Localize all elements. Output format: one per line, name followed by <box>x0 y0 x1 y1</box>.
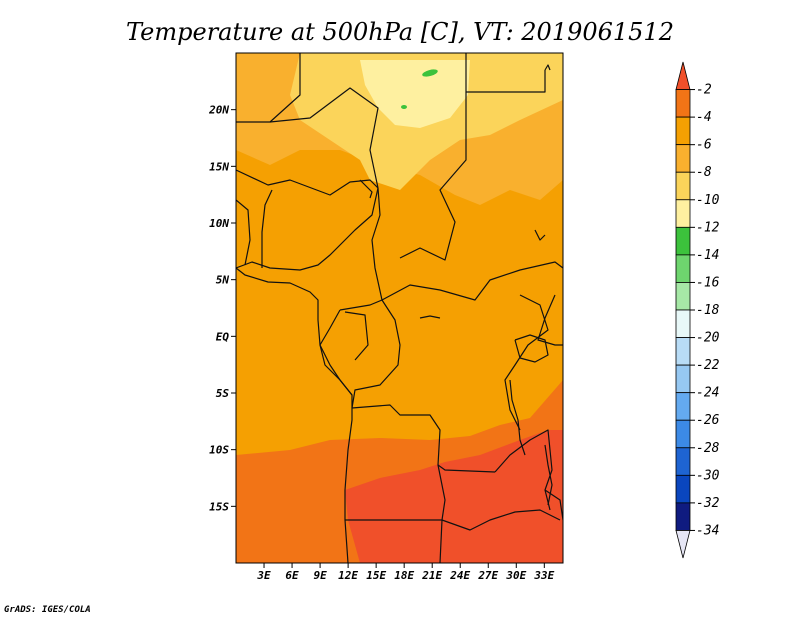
credit-label: GrADS: IGES/COLA <box>4 605 91 615</box>
border-niger-nigeria <box>236 169 379 196</box>
lake-small-2 <box>534 229 546 241</box>
colorbar-label: -18 <box>696 303 720 318</box>
colorbar-swatch <box>675 474 691 504</box>
x-tick-label: 18E <box>394 569 414 582</box>
x-tick-label: 30E <box>505 569 526 582</box>
y-axis: 20N 15N 10N 5N EQ 5S 10S 15S <box>208 104 236 513</box>
colorbar-swatch <box>675 171 691 201</box>
chart-title: Temperature at 500hPa [C], VT: 201906151… <box>126 18 674 46</box>
y-tick-label: EQ <box>216 330 230 343</box>
lake-small-1 <box>419 315 441 319</box>
colorbar-label: -32 <box>696 496 720 511</box>
colorbar-swatch <box>675 116 691 146</box>
border-nigeria-west <box>261 189 273 268</box>
colorbar-label: -22 <box>696 358 720 373</box>
border-sahel-north <box>269 87 379 189</box>
x-tick-label: 24E <box>449 569 470 582</box>
colorbar-label: -4 <box>696 110 712 125</box>
plot-frame <box>235 52 564 564</box>
colorbar-label: -8 <box>696 165 712 180</box>
country-borders <box>236 53 563 563</box>
colorbar-label: -26 <box>696 413 720 428</box>
lake-malawi <box>544 444 553 506</box>
border-drc-angola <box>351 404 496 473</box>
y-tick-label: 5N <box>216 274 230 287</box>
border-libya-egypt <box>465 53 546 93</box>
lake-victoria <box>514 334 549 363</box>
colorbar-swatch <box>675 282 691 311</box>
border-namibia-botswana <box>439 519 443 563</box>
colorbar-label: -28 <box>696 441 720 456</box>
region-southeast-hot-core <box>345 430 563 563</box>
lake-chad <box>359 179 373 199</box>
border-chad-sudan <box>399 92 467 261</box>
x-tick-label: 15E <box>366 569 386 582</box>
coastline-west <box>236 267 353 563</box>
y-tick-label: 5S <box>216 387 230 400</box>
colorbar-swatch <box>675 254 691 283</box>
colorbar-label: -6 <box>696 138 712 153</box>
colorbar-label: -16 <box>696 275 720 290</box>
colorbar-label: -14 <box>696 248 719 263</box>
colorbar-swatch <box>675 337 691 366</box>
border-west-small <box>236 199 251 266</box>
border-algeria-libya <box>236 53 301 123</box>
border-car-sudan <box>381 261 563 301</box>
colorbar-swatch <box>675 309 691 338</box>
green-spots <box>401 69 438 109</box>
colorbar-swatch <box>675 392 691 421</box>
colorbar-swatch <box>675 502 691 531</box>
colorbar-label: -12 <box>696 220 720 235</box>
y-tick-label: 10N <box>209 217 229 230</box>
border-nigeria-cameroon <box>236 187 379 271</box>
colorbar-swatch <box>675 144 691 173</box>
x-tick-label: 33E <box>533 569 554 582</box>
border-car-drc <box>351 299 401 409</box>
colorbar-bottom-arrow <box>675 530 691 559</box>
x-tick-label: 27E <box>477 569 498 582</box>
border-zambia-south <box>441 509 561 531</box>
lake-tanganyika <box>509 379 526 456</box>
colorbar-label: -30 <box>696 468 720 483</box>
border-uganda-kenya <box>537 294 563 346</box>
colorbar-label: -10 <box>696 193 720 208</box>
colorbar-label: -24 <box>696 386 719 401</box>
x-tick-label: 9E <box>313 569 327 582</box>
colorbar-swatch <box>675 89 691 118</box>
colorbar-label: -20 <box>696 331 720 346</box>
x-axis: 3E 6E 9E 12E 15E 18E 21E 24E 27E 30E 33E <box>256 563 555 582</box>
temperature-field <box>236 53 563 563</box>
region-libya-coolest-patch <box>360 60 470 128</box>
y-tick-label: 15S <box>209 500 229 513</box>
y-tick-label: 15N <box>209 160 229 173</box>
x-tick-label: 12E <box>338 569 358 582</box>
colorbar: -2 -4 -6 -8 -10 -12 -14 -16 -18 -20 -22 -24 -26 -28 -3… <box>675 61 720 559</box>
colorbar-label: -34 <box>696 523 719 538</box>
colorbar-top-arrow <box>675 61 691 90</box>
colorbar-swatch <box>675 199 691 228</box>
colorbar-swatch <box>675 226 691 256</box>
x-tick-label: 3E <box>256 569 271 582</box>
border-angola-zambia <box>437 464 446 521</box>
x-tick-label: 6E <box>285 569 299 582</box>
coast-red-sea <box>544 64 551 71</box>
region-green-spots <box>422 69 438 77</box>
border-gabon-inner <box>344 311 369 361</box>
border-cameroon-car <box>339 187 383 311</box>
colorbar-label: -2 <box>696 83 712 98</box>
y-tick-label: 20N <box>208 104 229 117</box>
x-tick-label: 21E <box>421 569 442 582</box>
colorbar-swatch <box>675 364 691 394</box>
colorbar-swatch <box>675 419 691 449</box>
y-tick-label: 10S <box>209 444 229 457</box>
green-spot-small <box>401 105 407 109</box>
border-drc-east <box>504 294 549 431</box>
colorbar-swatch <box>675 447 691 476</box>
